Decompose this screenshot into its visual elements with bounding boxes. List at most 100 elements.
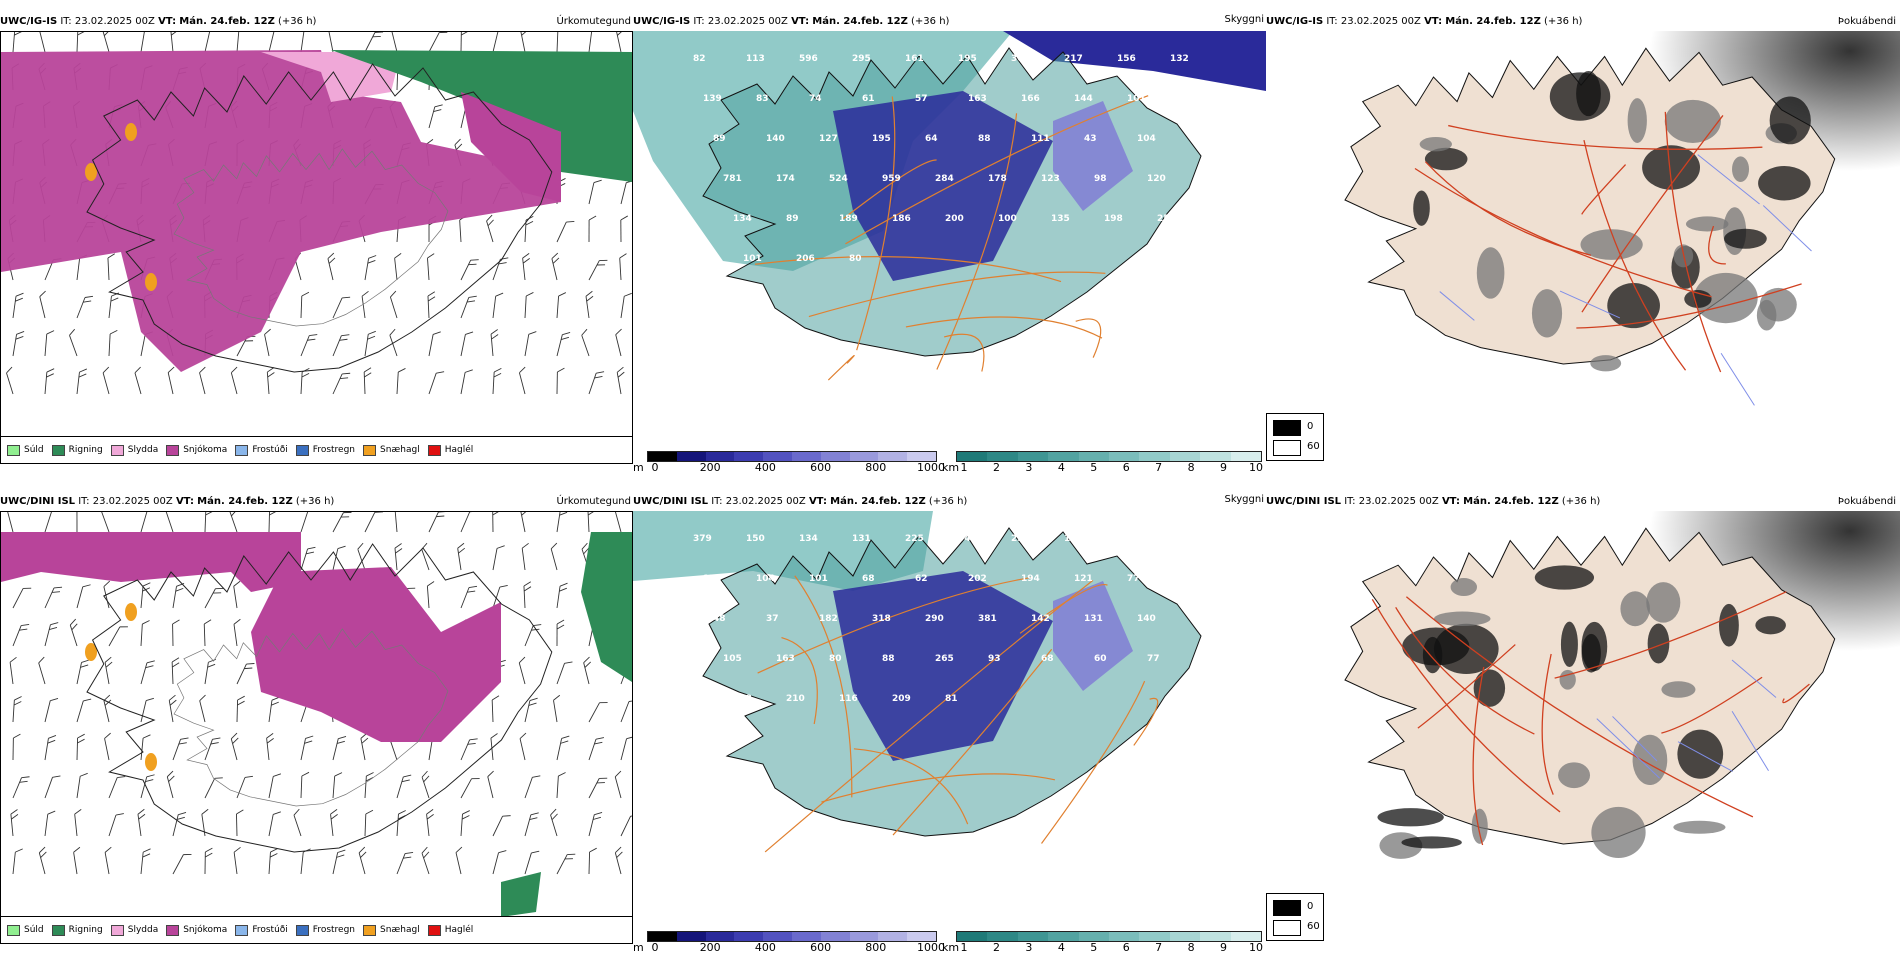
- visibility-label: 82: [693, 54, 706, 64]
- colorbar-cell: [878, 452, 907, 461]
- wind-barb: [230, 733, 244, 760]
- wind-barb: [109, 292, 119, 319]
- visibility-label: 48: [713, 614, 726, 624]
- colorbar-cell: [1139, 932, 1169, 941]
- wind-barb: [519, 733, 532, 760]
- visibility-label: 62: [915, 574, 928, 584]
- wind-barb: [557, 32, 565, 52]
- lead-time: (+36 h): [1544, 16, 1582, 27]
- colorbar-tick: 1000: [917, 941, 945, 954]
- wind-barb: [39, 291, 52, 318]
- wind-barb: [557, 368, 564, 394]
- wind-barb: [165, 512, 180, 532]
- visibility-label: 189: [839, 214, 858, 224]
- colorbar-cell: [1079, 452, 1109, 461]
- wind-barb: [420, 543, 435, 570]
- wind-barb: [5, 367, 19, 394]
- wind-barb: [520, 512, 532, 532]
- wind-barb: [524, 582, 532, 608]
- wind-barb: [589, 735, 604, 762]
- fog-index-patch: [1755, 616, 1786, 634]
- wind-barb: [104, 657, 116, 684]
- vt-value: Mán. 24.feb. 12Z: [197, 496, 293, 507]
- wind-barb: [358, 847, 372, 874]
- wind-barb: [614, 512, 628, 532]
- wind-barb: [233, 581, 244, 608]
- visibility-label: 163: [1200, 654, 1219, 664]
- visibility-label: 69: [1180, 574, 1193, 584]
- panel-header: UWC/IG-IS IT: 23.02.2025 00Z VT: Mán. 24…: [0, 15, 633, 29]
- wind-barb: [77, 772, 88, 799]
- legend-swatch: [52, 925, 65, 936]
- wind-barb: [205, 736, 220, 763]
- legend-swatch: [363, 925, 376, 936]
- wind-barb: [621, 698, 632, 725]
- wind-barb: [491, 329, 500, 356]
- visibility-label: 225: [905, 534, 924, 544]
- model-name: UWC/IG-IS: [0, 16, 57, 27]
- legend-swatch: [111, 445, 124, 456]
- wind-barb: [583, 657, 596, 684]
- wind-barb: [588, 512, 596, 532]
- fog-index-patch: [1665, 100, 1721, 143]
- visibility-label: 131: [852, 534, 871, 544]
- wind-barb: [77, 368, 87, 395]
- colorbar-cell: [1018, 932, 1048, 941]
- wind-barb: [108, 254, 116, 280]
- wind-barb: [13, 32, 22, 53]
- wind-barb: [461, 584, 477, 611]
- visibility-label: 101: [809, 574, 828, 584]
- legend-item: Frostregn: [296, 445, 355, 456]
- wind-barb: [45, 368, 54, 394]
- visibility-label: 166: [1021, 94, 1040, 104]
- visibility-label: 195: [958, 54, 977, 64]
- wind-barb: [389, 291, 403, 318]
- wind-barb: [109, 811, 124, 838]
- wind-barb: [493, 368, 501, 394]
- fog-index-patch: [1434, 612, 1491, 626]
- wind-barb: [201, 809, 212, 836]
- visibility-label: 37: [766, 614, 779, 624]
- visibility-label: 284: [935, 174, 954, 184]
- colorbar-cell: [850, 452, 879, 461]
- field-title: Úrkomutegund: [556, 15, 631, 29]
- wind-barb: [141, 848, 151, 875]
- panel-header: UWC/DINI ISL IT: 23.02.2025 00Z VT: Mán.…: [1266, 495, 1900, 509]
- wind-barb: [589, 848, 597, 874]
- wind-barb: [45, 584, 62, 611]
- colorbar-tick: 600: [810, 461, 831, 474]
- wind-barb: [621, 292, 632, 319]
- wind-barb: [461, 257, 479, 283]
- fog-index-patch: [1576, 71, 1601, 116]
- wind-barb: [525, 849, 539, 876]
- wind-barb: [493, 255, 508, 282]
- fog-index-patch: [1620, 591, 1649, 626]
- wind-barb: [522, 543, 532, 570]
- visibility-label: 101: [1127, 94, 1146, 104]
- legend-label: Slydda: [128, 925, 158, 935]
- colorbar-cell: [1048, 452, 1078, 461]
- wind-barb: [557, 620, 564, 646]
- colorbar-cell: [734, 452, 763, 461]
- wind-barb: [13, 696, 22, 722]
- wind-barb: [551, 253, 564, 280]
- wind-barb: [621, 813, 632, 839]
- it-label: IT:: [693, 16, 704, 27]
- visibility-panel-row1: UWC/IG-IS IT: 23.02.2025 00Z VT: Mán. 24…: [633, 15, 1266, 464]
- wind-barb: [236, 810, 244, 836]
- visibility-label: 596: [799, 54, 818, 64]
- wind-barb: [173, 851, 191, 877]
- vt-value: Mán. 24.feb. 12Z: [179, 16, 275, 27]
- wind-barb: [269, 810, 281, 837]
- wind-barb: [141, 773, 155, 800]
- vt-label: VT:: [1424, 16, 1442, 27]
- wind-barb: [365, 254, 376, 281]
- colorbar-cell: [1231, 932, 1261, 941]
- visibility-label: 210: [786, 694, 805, 704]
- legend-swatch: [296, 445, 309, 456]
- legend-item: Haglél: [428, 445, 474, 456]
- colorbar-cell: [1109, 932, 1139, 941]
